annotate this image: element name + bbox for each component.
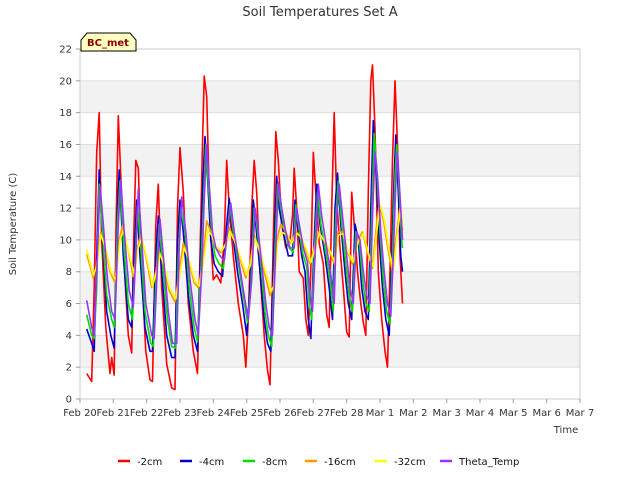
x-axis-ticks: Feb 20 Feb 21 Feb 22 Feb 23 Feb 24 Feb 25 Feb … xyxy=(63,399,594,419)
x-tick-label: Feb 27 xyxy=(297,408,331,419)
x-tick-label: Mar 7 xyxy=(566,408,594,419)
legend-label: -2cm xyxy=(137,457,162,468)
y-tick-label: 12 xyxy=(59,204,72,215)
y-tick-label: 4 xyxy=(66,331,72,342)
x-tick-label: Feb 28 xyxy=(330,408,364,419)
site-badge: BC_met xyxy=(80,32,137,52)
grid-band xyxy=(80,144,580,177)
legend: -2cm -4cm -8cm -16cm -32cm Theta_Temp xyxy=(118,457,519,468)
grid-band xyxy=(80,80,580,113)
legend-label: Theta_Temp xyxy=(458,457,519,468)
x-tick-label: Feb 23 xyxy=(163,408,197,419)
y-tick-label: 8 xyxy=(66,267,72,278)
legend-label: -32cm xyxy=(394,457,426,468)
x-tick-label: Mar 5 xyxy=(499,408,527,419)
x-tick-label: Feb 25 xyxy=(230,408,264,419)
x-axis-label: Time xyxy=(553,425,578,436)
y-tick-label: 22 xyxy=(59,45,72,56)
y-tick-label: 14 xyxy=(59,172,72,183)
plot-bands xyxy=(80,48,580,400)
x-tick-label: Mar 3 xyxy=(432,408,460,419)
series-line-thetatemp xyxy=(85,143,404,345)
x-tick-label: Feb 20 xyxy=(63,408,97,419)
y-tick-label: 0 xyxy=(66,395,72,406)
x-tick-label: Feb 21 xyxy=(97,408,131,419)
y-tick-label: 18 xyxy=(59,108,72,119)
x-tick-label: Feb 26 xyxy=(263,408,297,419)
x-tick-label: Feb 22 xyxy=(130,408,164,419)
y-axis-label: Soil Temperature (C) xyxy=(8,173,19,276)
x-tick-label: Feb 24 xyxy=(197,408,231,419)
x-tick-label: Mar 1 xyxy=(366,408,394,419)
plot-frame xyxy=(79,48,581,400)
legend-label: -4cm xyxy=(199,457,224,468)
series-line-2cm xyxy=(86,64,404,391)
chart-title: Soil Temperatures Set A xyxy=(242,5,397,20)
series-line-4cm xyxy=(85,119,404,359)
y-tick-label: 6 xyxy=(66,299,72,310)
x-tick-label: Mar 4 xyxy=(466,408,494,419)
grid-band xyxy=(80,335,580,368)
x-tick-label: Mar 2 xyxy=(399,408,427,419)
y-axis-ticks: 0 2 4 6 8 10 12 14 16 18 20 22 xyxy=(59,45,80,406)
series-lines xyxy=(85,64,404,391)
site-badge-label: BC_met xyxy=(87,38,129,49)
grid-band xyxy=(80,208,580,240)
y-tick-label: 2 xyxy=(66,363,72,374)
legend-label: -16cm xyxy=(324,457,356,468)
y-tick-label: 16 xyxy=(59,140,72,151)
y-tick-label: 10 xyxy=(59,235,72,246)
legend-label: -8cm xyxy=(262,457,287,468)
x-tick-label: Mar 6 xyxy=(532,408,560,419)
y-tick-label: 20 xyxy=(59,76,72,87)
